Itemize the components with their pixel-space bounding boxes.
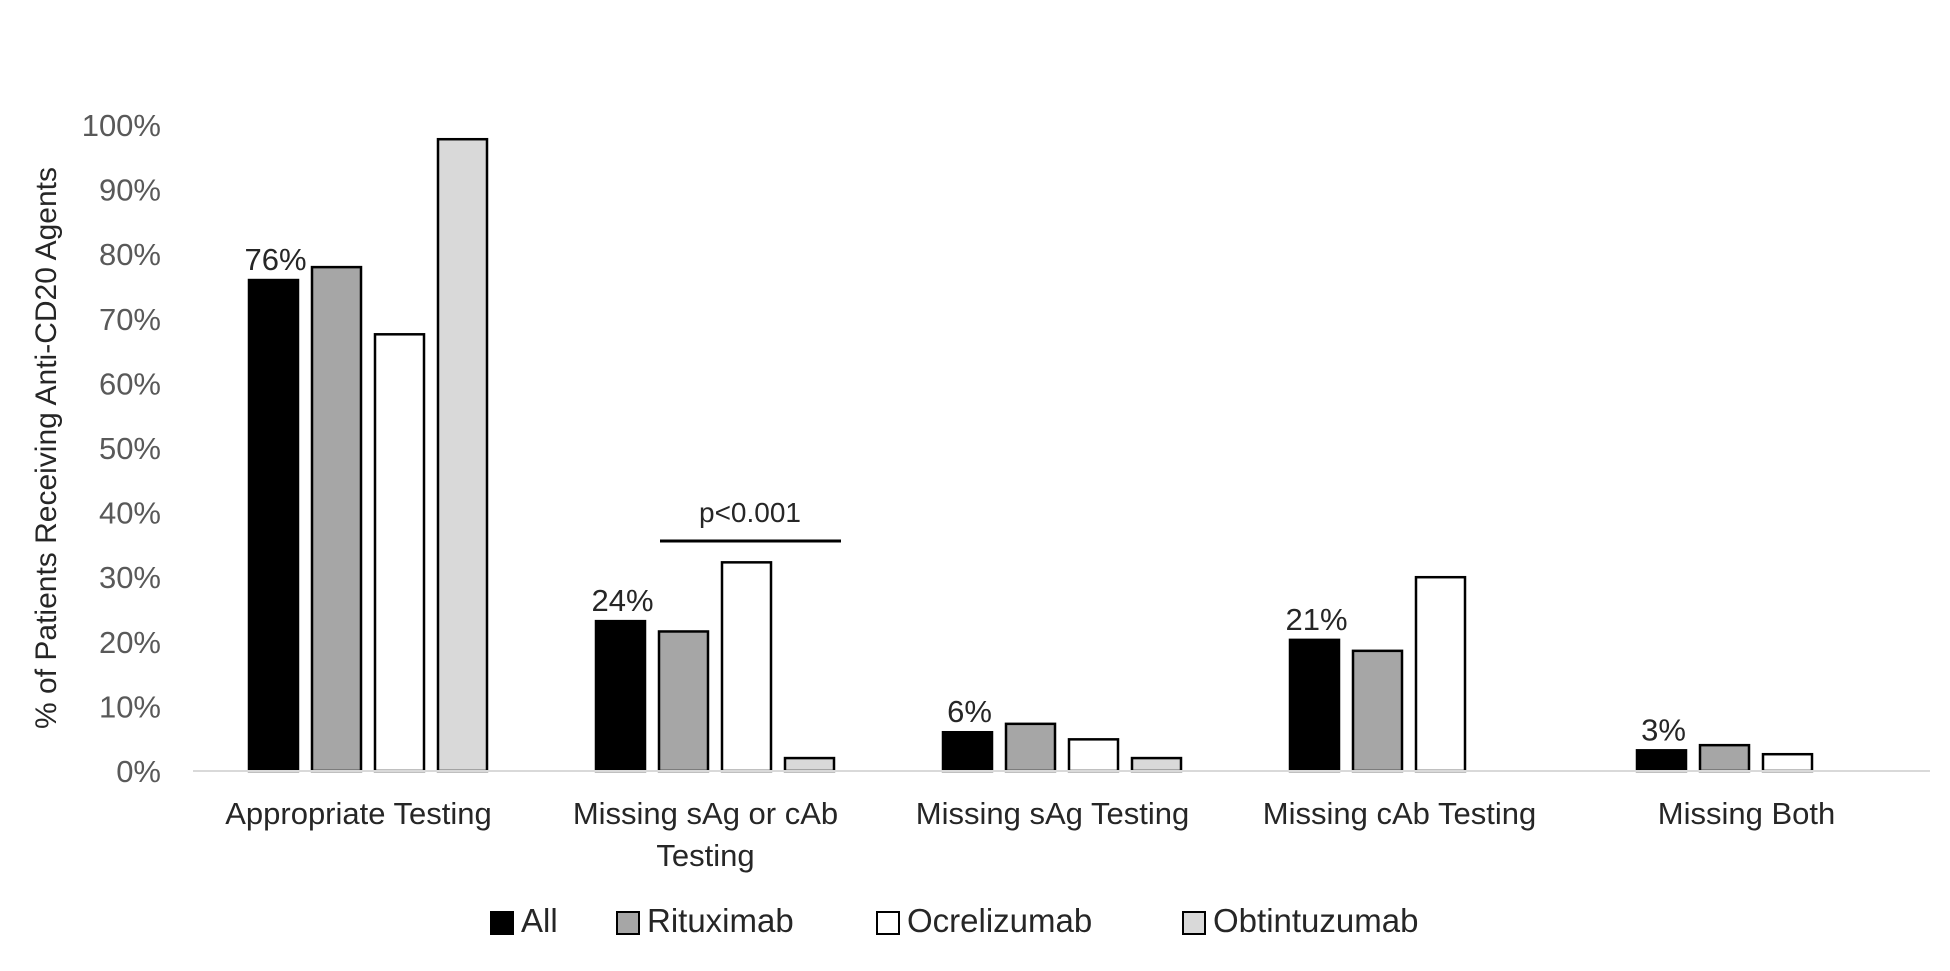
- bar-rituximab-2: [1004, 722, 1057, 773]
- category-label: Missing sAg Testing: [916, 796, 1189, 831]
- significance-label: p<0.001: [699, 497, 801, 528]
- y-tick-label: 80%: [99, 237, 161, 272]
- bar-rituximab-1: [657, 630, 710, 773]
- y-tick-label: 10%: [99, 689, 161, 724]
- y-tick-label: 70%: [99, 302, 161, 337]
- data-label: 6%: [947, 694, 992, 729]
- bar-rituximab-4: [1698, 743, 1751, 773]
- legend-label: All: [521, 902, 558, 939]
- data-label: 76%: [244, 242, 306, 277]
- legend-swatch-ocrelizumab: [876, 911, 900, 935]
- y-axis-title: % of Patients Receiving Anti-CD20 Agents: [30, 167, 63, 729]
- legend-label: Ocrelizumab: [907, 902, 1092, 939]
- bar-ocrelizumab-4: [1761, 752, 1814, 773]
- data-label: 3%: [1641, 712, 1686, 747]
- bar-ocrelizumab-0: [373, 333, 426, 773]
- category-label: Testing: [656, 838, 754, 873]
- bar-ocrelizumab-2: [1067, 738, 1120, 773]
- legend-swatch-all: [490, 911, 514, 935]
- bar-all-1: [594, 619, 647, 773]
- legend-label: Obtintuzumab: [1213, 902, 1418, 939]
- category-label: Appropriate Testing: [225, 796, 492, 831]
- bar-obtintuzumab-2: [1130, 756, 1183, 773]
- y-tick-label: 50%: [99, 431, 161, 466]
- y-tick-label: 60%: [99, 366, 161, 401]
- data-label: 24%: [591, 583, 653, 618]
- legend-label: Rituximab: [647, 902, 794, 939]
- bar-obtintuzumab-0: [436, 137, 489, 773]
- category-label: Missing Both: [1658, 796, 1835, 831]
- y-tick-label: 90%: [99, 173, 161, 208]
- bar-obtintuzumab-1: [783, 756, 836, 773]
- bar-all-0: [247, 278, 300, 773]
- legend-swatch-obtintuzumab: [1182, 911, 1206, 935]
- bar-all-2: [941, 730, 994, 773]
- data-label: 21%: [1285, 602, 1347, 637]
- bar-ocrelizumab-1: [720, 561, 773, 773]
- bar-rituximab-0: [310, 265, 363, 773]
- bar-all-4: [1635, 749, 1688, 773]
- y-tick-label: 0%: [116, 754, 161, 789]
- category-label: Missing cAb Testing: [1263, 796, 1536, 831]
- bar-ocrelizumab-3: [1414, 575, 1467, 773]
- category-label: Missing sAg or cAb: [573, 796, 838, 831]
- y-tick-label: 40%: [99, 496, 161, 531]
- legend-swatch-rituximab: [616, 911, 640, 935]
- y-tick-label: 100%: [82, 108, 161, 143]
- y-tick-label: 20%: [99, 625, 161, 660]
- bar-all-3: [1288, 638, 1341, 773]
- y-tick-label: 30%: [99, 560, 161, 595]
- bar-rituximab-3: [1351, 649, 1404, 773]
